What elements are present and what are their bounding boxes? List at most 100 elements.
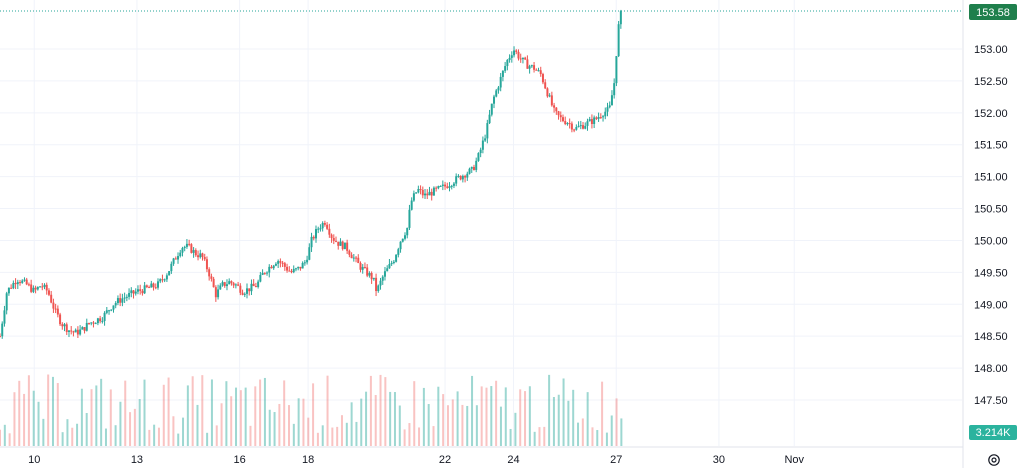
candle-body	[23, 279, 26, 281]
volume-bar	[85, 412, 88, 446]
candle-body	[125, 296, 128, 298]
candle-body	[163, 279, 166, 281]
candle-body	[281, 262, 284, 264]
candle-body	[604, 111, 607, 117]
volume-bar	[37, 401, 40, 446]
candle-body	[67, 330, 70, 332]
candle-body	[597, 117, 600, 119]
volume-bar	[408, 423, 411, 446]
candle-body	[377, 285, 380, 292]
candle-body	[154, 287, 157, 289]
candle-body	[5, 293, 8, 311]
candle-body	[239, 285, 242, 293]
volume-bar	[418, 427, 421, 446]
candle-body	[217, 289, 220, 298]
candle-body	[448, 186, 451, 188]
candle-body	[177, 256, 180, 260]
volume-bar	[23, 393, 26, 446]
candle-body	[266, 272, 269, 274]
volume-bar	[413, 381, 416, 446]
candle-body	[475, 160, 478, 170]
candle-body	[83, 327, 86, 331]
y-tick-label: 152.00	[974, 108, 1008, 120]
candle-body	[314, 229, 317, 239]
candle-body	[274, 263, 277, 266]
last-price-label: 153.58	[976, 7, 1010, 19]
candle-body	[101, 320, 104, 322]
volume-bar	[186, 385, 189, 446]
candle-body	[303, 262, 306, 264]
time-axis[interactable]: 10 13 16 18 22 24 27 30 Nov	[28, 454, 804, 466]
candle-body	[114, 303, 117, 306]
candle-body	[359, 263, 362, 270]
chart-settings-button[interactable]	[986, 452, 1002, 468]
candle-body	[47, 290, 50, 295]
candle-body	[25, 279, 28, 285]
volume-bar	[18, 380, 21, 446]
candle-body	[386, 268, 389, 272]
candle-body	[123, 297, 126, 299]
volume-bar	[528, 386, 531, 446]
volume-bar	[504, 387, 507, 446]
gear-icon	[988, 454, 1000, 466]
candle-body	[61, 324, 64, 327]
candle-body	[421, 189, 424, 196]
candle-body	[608, 105, 611, 108]
volume-bar	[461, 404, 464, 446]
candle-body	[116, 298, 119, 304]
candle-body	[197, 255, 200, 258]
volume-bar	[0, 429, 1, 446]
volume-bar	[437, 386, 440, 446]
candle-body	[214, 287, 217, 298]
candle-body	[575, 127, 578, 130]
candle-body	[212, 278, 215, 288]
candle-body	[205, 259, 208, 270]
volume-bar	[196, 404, 199, 446]
candle-body	[185, 243, 188, 247]
candle-body	[566, 123, 569, 125]
volume-bar	[495, 380, 498, 446]
volume-bar	[288, 405, 291, 446]
candle-body	[544, 82, 547, 89]
volume-bar	[191, 376, 194, 446]
candle-body	[141, 290, 144, 294]
candle-body	[43, 284, 46, 287]
candle-body	[150, 283, 153, 288]
candle-body	[76, 329, 79, 335]
candle-body	[268, 266, 271, 273]
candle-body	[357, 257, 360, 264]
candle-body	[279, 261, 282, 263]
x-tick-label: Nov	[784, 454, 804, 466]
candle-body	[283, 263, 286, 267]
volume-bar	[605, 432, 608, 446]
candle-body	[252, 283, 255, 287]
candle-body	[243, 293, 246, 295]
candle-body	[490, 103, 493, 115]
price-axis[interactable]: 153.00 152.50 152.00 151.50 151.00 150.50 150.…	[974, 44, 1008, 407]
candle-body	[613, 83, 616, 96]
volume-bar	[104, 428, 107, 446]
x-tick-label: 10	[28, 454, 40, 466]
candle-body	[259, 274, 262, 282]
candle-body	[221, 282, 224, 286]
candle-body	[74, 329, 77, 333]
candle-body	[263, 272, 266, 274]
candle-body	[132, 290, 135, 294]
volume-bar	[499, 406, 502, 446]
candle-body	[234, 284, 237, 286]
y-tick-label: 151.50	[974, 140, 1008, 152]
candle-body	[312, 236, 315, 239]
candle-body	[388, 264, 391, 269]
candle-body	[495, 90, 498, 97]
candle-body	[497, 87, 500, 91]
candle-body	[85, 322, 88, 331]
candle-body	[134, 291, 137, 294]
volume-bar	[466, 405, 469, 446]
candle-body	[517, 51, 520, 59]
candle-body	[0, 336, 1, 338]
candle-body	[486, 123, 489, 139]
candle-body	[103, 312, 106, 321]
candle-body	[582, 125, 585, 129]
candle-body	[310, 236, 313, 248]
